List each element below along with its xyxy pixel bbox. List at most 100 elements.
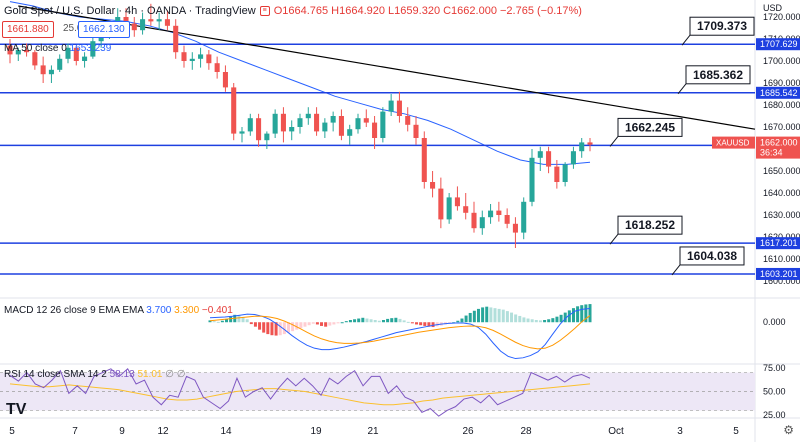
candle-body[interactable] <box>57 58 63 70</box>
price-callout-box[interactable] <box>679 246 745 266</box>
candle-body[interactable] <box>562 164 568 182</box>
candle-body[interactable] <box>264 133 270 141</box>
candle-body[interactable] <box>198 54 204 59</box>
candle-body[interactable] <box>421 138 427 182</box>
symbol-tag-label: XAUUSD <box>716 139 750 148</box>
macd-histogram-bar <box>551 318 555 323</box>
candle-body[interactable] <box>512 223 518 233</box>
candle-body[interactable] <box>347 129 353 136</box>
macd-histogram-bar <box>377 320 381 323</box>
candle-body[interactable] <box>330 116 336 123</box>
candle-body[interactable] <box>496 210 502 215</box>
candle-body[interactable] <box>140 19 146 31</box>
candle-body[interactable] <box>131 23 137 31</box>
candle-body[interactable] <box>305 113 311 119</box>
candle-body[interactable] <box>289 127 295 132</box>
tradingview-logo[interactable]: TV <box>6 401 27 418</box>
candle-body[interactable] <box>579 142 585 152</box>
gear-icon[interactable]: ⚙ <box>783 423 794 437</box>
candle-body[interactable] <box>82 56 88 61</box>
candle-body[interactable] <box>214 63 220 72</box>
candle-body[interactable] <box>546 151 552 167</box>
candle-body[interactable] <box>504 215 510 224</box>
time-tick-label: 26 <box>462 426 474 437</box>
price-callout-box[interactable] <box>685 65 751 85</box>
price-callout-label: 1662.245 <box>625 120 675 134</box>
candle-body[interactable] <box>430 182 436 189</box>
candle-body[interactable] <box>156 19 162 22</box>
candle-body[interactable] <box>272 113 278 134</box>
callout-pointer <box>671 264 681 276</box>
price-callout-box[interactable] <box>617 117 683 137</box>
sell-price-button[interactable]: 1661.880 <box>2 21 54 38</box>
candle-body[interactable] <box>7 45 13 55</box>
candle-body[interactable] <box>521 201 527 233</box>
macd-histogram-bar <box>518 315 522 323</box>
candle-body[interactable] <box>123 17 129 24</box>
candle-body[interactable] <box>471 212 477 229</box>
candle-body[interactable] <box>322 122 328 132</box>
candle-body[interactable] <box>413 124 419 138</box>
candle-body[interactable] <box>488 210 494 218</box>
candle-body[interactable] <box>32 52 38 66</box>
candle-body[interactable] <box>173 25 179 53</box>
candle-body[interactable] <box>297 118 303 127</box>
candle-body[interactable] <box>189 58 195 61</box>
candle-body[interactable] <box>222 72 228 88</box>
macd-histogram-bar <box>369 319 373 323</box>
candle-body[interactable] <box>372 122 378 138</box>
level-price-tag <box>756 38 800 51</box>
candle-body[interactable] <box>355 118 361 130</box>
ma-legend[interactable]: MA 50 close 0 1653.239 <box>4 43 111 54</box>
macd-legend[interactable]: MACD 12 26 close 9 EMA EMA 3.700 3.300 −… <box>4 305 233 316</box>
candle-body[interactable] <box>181 52 187 61</box>
candle-body[interactable] <box>446 197 452 220</box>
candle-body[interactable] <box>280 113 286 132</box>
candle-body[interactable] <box>24 50 30 53</box>
price-callout-box[interactable] <box>689 16 755 36</box>
candle-body[interactable] <box>438 188 444 220</box>
price-callout-box[interactable] <box>617 215 683 235</box>
candle-body[interactable] <box>40 65 46 75</box>
candle-body[interactable] <box>231 87 237 134</box>
candle-body[interactable] <box>148 19 154 22</box>
candle-body[interactable] <box>73 47 79 61</box>
rsi-legend[interactable]: RSI 14 close SMA 14 2 58.13 51.01 ∅ ∅ <box>4 369 185 380</box>
candle-body[interactable] <box>206 54 212 64</box>
candle-body[interactable] <box>256 118 262 141</box>
candle-body[interactable] <box>554 166 560 182</box>
candle-body[interactable] <box>15 50 21 55</box>
candle-body[interactable] <box>338 116 344 136</box>
candle-body[interactable] <box>239 131 245 134</box>
candle-body[interactable] <box>463 206 469 213</box>
candle-body[interactable] <box>380 111 386 138</box>
price-tick-label: 1620.000 <box>763 232 800 242</box>
macd-histogram-bar <box>547 319 551 323</box>
candle-body[interactable] <box>247 118 253 132</box>
candle-body[interactable] <box>396 100 402 116</box>
candle-body[interactable] <box>529 157 535 202</box>
time-tick-label: 5 <box>733 426 739 437</box>
candle-body[interactable] <box>164 19 170 26</box>
candle-body[interactable] <box>405 116 411 125</box>
macd-histogram-bar <box>563 312 567 323</box>
candle-body[interactable] <box>314 113 320 132</box>
candle-body[interactable] <box>48 69 54 75</box>
candle-body[interactable] <box>479 217 485 229</box>
macd-histogram-bar <box>406 321 410 323</box>
symbol-title[interactable]: Gold Spot / U.S. Dollar · 4h · OANDA · T… <box>4 5 256 17</box>
candle-body[interactable] <box>388 100 394 112</box>
candle-body[interactable] <box>65 47 71 59</box>
candle-body[interactable] <box>363 118 369 123</box>
macd-histogram-bar <box>303 322 307 327</box>
buy-price-button[interactable]: 1662.130 <box>78 21 130 38</box>
time-tick-label: 21 <box>367 426 379 437</box>
candle-body[interactable] <box>454 197 460 207</box>
candle-body[interactable] <box>587 142 593 145</box>
macd-histogram-bar <box>468 312 472 323</box>
candle-body[interactable] <box>90 41 96 57</box>
candle-body[interactable] <box>537 151 543 158</box>
candle-body[interactable] <box>570 151 576 165</box>
